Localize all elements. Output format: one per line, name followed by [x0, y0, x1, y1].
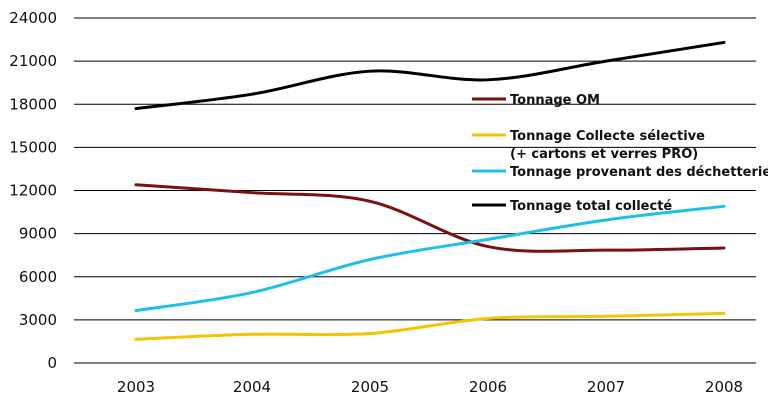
- y-tick-label: 0: [47, 354, 57, 372]
- y-tick-label: 3000: [19, 311, 57, 329]
- y-tick-label: 24000: [9, 9, 57, 27]
- y-tick-label: 18000: [9, 95, 57, 113]
- legend-label-decheteries: Tonnage provenant des déchetteries: [510, 165, 768, 180]
- legend: Tonnage OM Tonnage Collecte sélective (+ c…: [472, 93, 768, 214]
- legend-label-total: Tonnage total collecté: [510, 199, 672, 214]
- gridlines: [74, 17, 756, 364]
- x-axis-tick-labels: 2003 2004 2005 2006 2007 2008: [117, 378, 743, 396]
- y-axis-tick-labels: 0 3000 6000 9000 12000 15000 18000 21000 24000: [9, 9, 57, 372]
- series-line-om: [134, 183, 726, 253]
- x-tick-label: 2003: [117, 378, 155, 396]
- series-line-decheteries: [134, 204, 726, 313]
- legend-label-collecte-selective-line2: (+ cartons et verres PRO): [510, 147, 698, 162]
- y-tick-label: 6000: [19, 268, 57, 286]
- x-tick-label: 2007: [587, 378, 625, 396]
- x-tick-label: 2008: [705, 378, 743, 396]
- x-tick-label: 2004: [233, 378, 271, 396]
- series-lines: [134, 40, 726, 341]
- series-line-total: [134, 40, 726, 111]
- legend-label-collecte-selective: Tonnage Collecte sélective: [510, 129, 705, 144]
- y-tick-label: 9000: [19, 225, 57, 243]
- series-line-collecte-selective: [134, 311, 726, 341]
- legend-label-om: Tonnage OM: [510, 93, 600, 108]
- x-tick-label: 2005: [351, 378, 389, 396]
- y-tick-label: 21000: [9, 52, 57, 70]
- y-tick-label: 15000: [9, 138, 57, 156]
- x-tick-label: 2006: [469, 378, 507, 396]
- y-tick-label: 12000: [9, 182, 57, 200]
